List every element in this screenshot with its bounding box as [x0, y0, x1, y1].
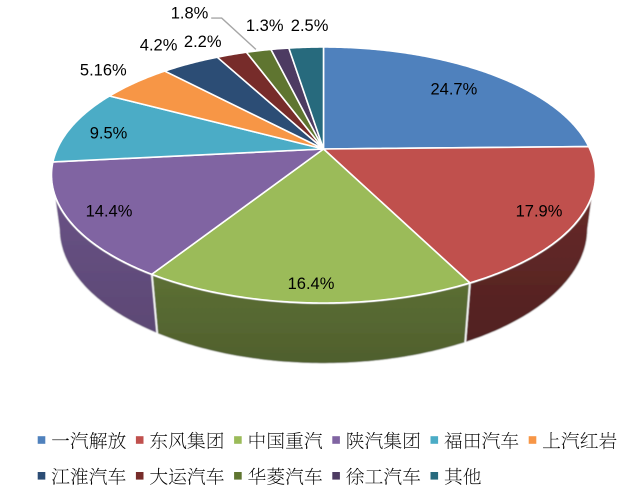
- svg-text:24.7%: 24.7%: [431, 81, 478, 99]
- svg-text:4.2%: 4.2%: [140, 36, 178, 54]
- svg-text:17.9%: 17.9%: [516, 202, 563, 220]
- svg-text:2.2%: 2.2%: [184, 33, 222, 51]
- svg-text:1.8%: 1.8%: [171, 4, 209, 22]
- svg-text:16.4%: 16.4%: [288, 275, 335, 293]
- svg-text:14.4%: 14.4%: [86, 203, 133, 221]
- svg-text:2.5%: 2.5%: [291, 17, 329, 35]
- svg-text:1.3%: 1.3%: [246, 17, 284, 35]
- svg-text:5.16%: 5.16%: [80, 62, 127, 80]
- svg-text:9.5%: 9.5%: [90, 124, 128, 142]
